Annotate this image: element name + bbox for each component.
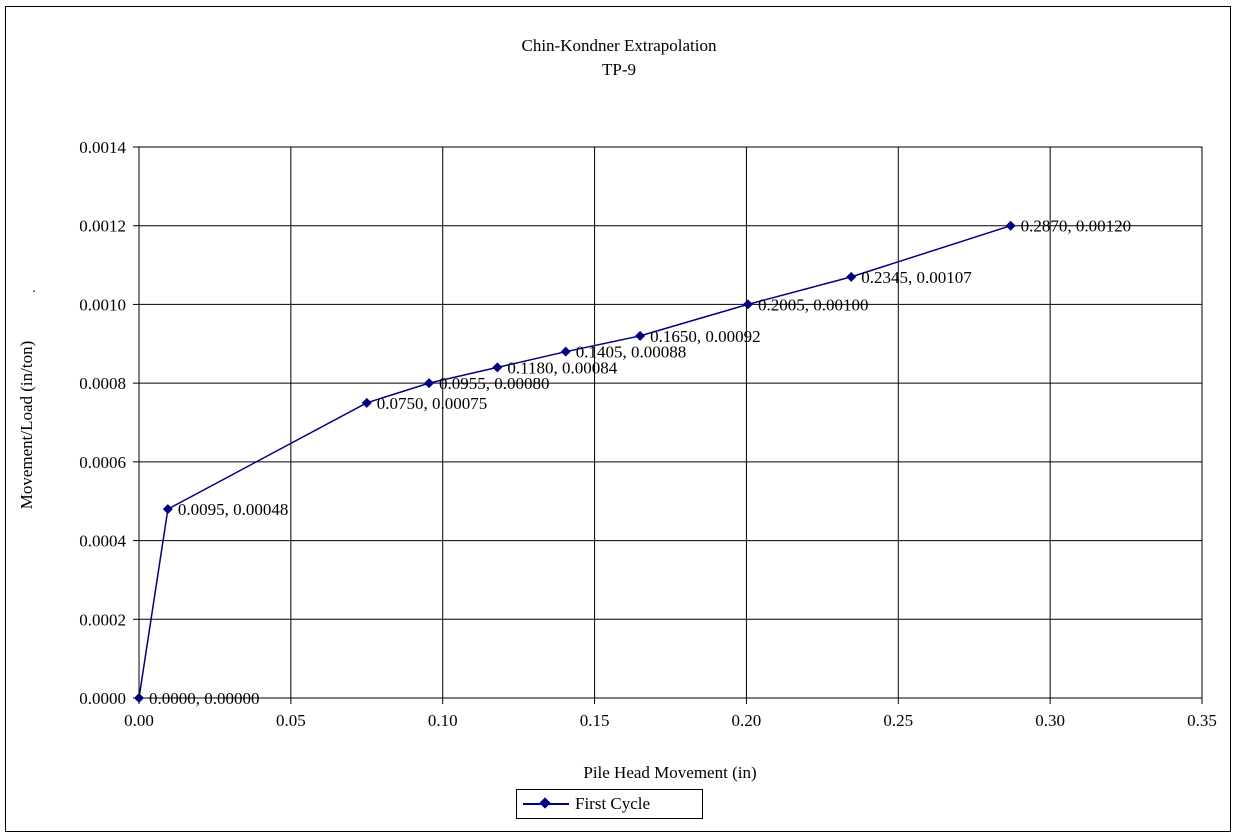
data-point: [635, 330, 646, 341]
x-tick-label: 0.35: [1187, 711, 1217, 730]
data-point: [424, 378, 435, 389]
data-label: 0.1405, 0.00088: [576, 343, 687, 362]
x-tick-label: 0.10: [428, 711, 458, 730]
x-tick-label: 0.05: [276, 711, 306, 730]
data-point: [492, 362, 503, 373]
y-tick-label: 0.0006: [79, 453, 126, 472]
legend: First Cycle: [516, 789, 703, 819]
y-tick-label: 0.0000: [79, 689, 126, 708]
y-tick-label: 0.0014: [79, 138, 126, 157]
data-point: [361, 397, 372, 408]
data-label: 0.1650, 0.00092: [650, 327, 761, 346]
x-tick-label: 0.15: [580, 711, 610, 730]
x-tick-label: 0.25: [883, 711, 913, 730]
y-axis-label: Movement/Load (in/ton): [17, 341, 36, 510]
data-label: 0.2870, 0.00120: [1021, 217, 1131, 236]
data-point: [1005, 220, 1016, 231]
legend-label: First Cycle: [575, 794, 651, 813]
stray-mark: .: [32, 281, 36, 296]
data-label: 0.2005, 0.00100: [758, 295, 869, 314]
data-label: 0.0000, 0.00000: [149, 689, 260, 708]
data-point: [846, 271, 857, 282]
data-label: 0.0750, 0.00075: [377, 394, 488, 413]
data-label: 0.2345, 0.00107: [861, 268, 972, 287]
data-point: [560, 346, 571, 357]
x-axis-label: Pile Head Movement (in): [583, 763, 756, 782]
data-point: [162, 504, 173, 515]
chart-frame: [5, 6, 1231, 832]
y-tick-label: 0.0012: [79, 217, 126, 236]
plot-area: [138, 146, 1203, 699]
y-tick-label: 0.0002: [79, 610, 126, 629]
chart-subtitle: TP-9: [602, 60, 636, 79]
data-label: 0.0955, 0.00080: [439, 374, 549, 393]
data-point: [742, 299, 753, 310]
series-line: [138, 224, 1011, 699]
data-label: 0.1180, 0.00084: [507, 358, 617, 377]
legend-swatch-icon: [523, 797, 569, 811]
y-tick-label: 0.0008: [79, 374, 126, 393]
data-point: [134, 693, 144, 703]
y-tick-label: 0.0004: [79, 532, 126, 551]
chart-title: Chin-Kondner Extrapolation: [521, 36, 717, 55]
x-tick-label: 0.00: [124, 711, 154, 730]
x-tick-label: 0.20: [732, 711, 762, 730]
data-label: 0.0095, 0.00048: [178, 500, 288, 519]
y-tick-label: 0.0010: [79, 295, 126, 314]
legend-diamond-icon: [539, 797, 551, 809]
x-tick-label: 0.30: [1035, 711, 1065, 730]
